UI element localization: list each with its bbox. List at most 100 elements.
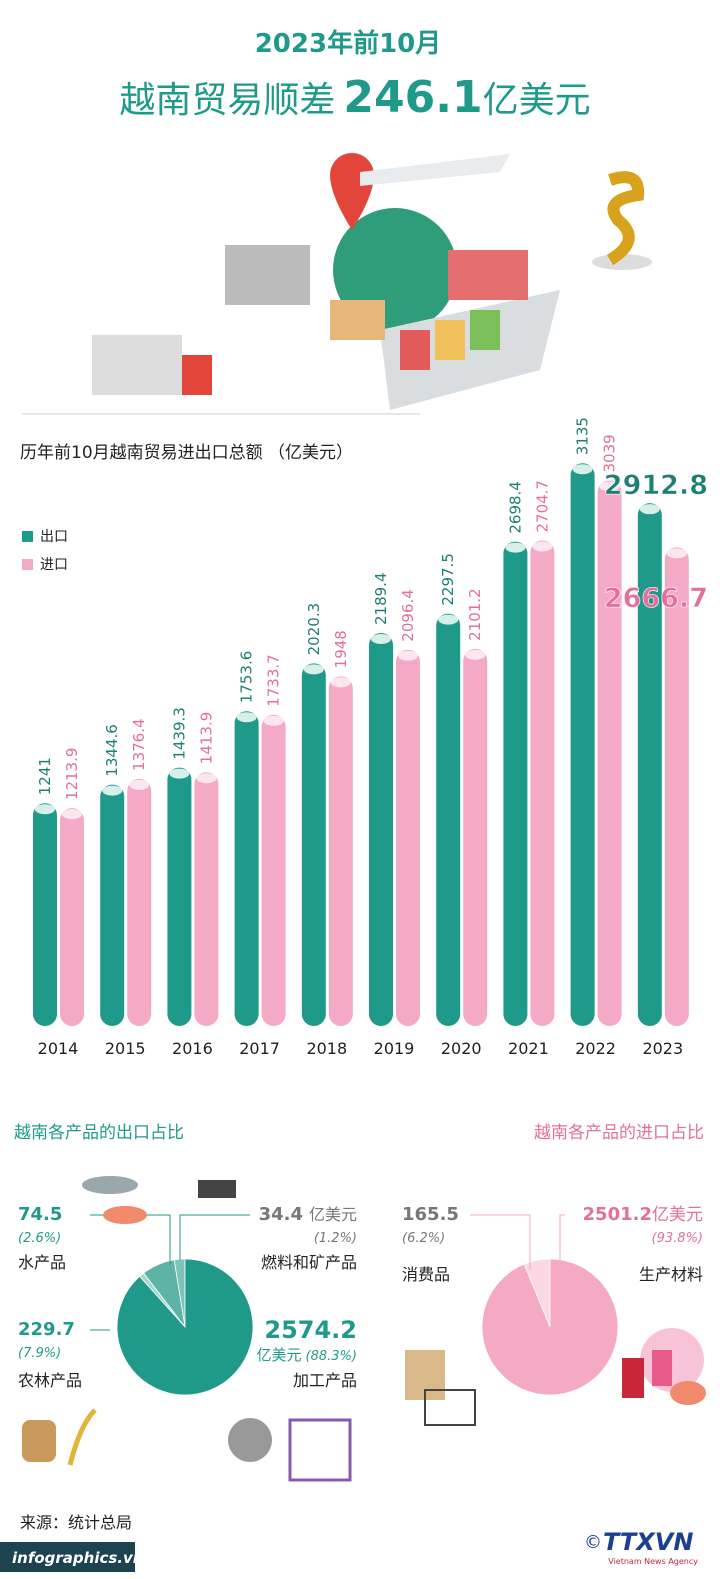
bar-cap bbox=[62, 809, 82, 820]
leader-line bbox=[559, 1214, 565, 1275]
slice-name: 农林产品 bbox=[18, 1371, 82, 1390]
headline-text: 越南贸易顺差 bbox=[119, 80, 335, 121]
thread-icon bbox=[652, 1350, 672, 1386]
slice-unit: 亿美元 bbox=[257, 1346, 302, 1364]
salmon-icon bbox=[103, 1206, 147, 1224]
copyright: © bbox=[584, 1532, 602, 1553]
leader-line bbox=[179, 1214, 250, 1260]
pie-slice bbox=[481, 1258, 619, 1396]
bar-cap bbox=[196, 773, 217, 784]
slice-value: 2574.2 bbox=[264, 1316, 357, 1344]
slice-value-number: 2501.2 bbox=[583, 1204, 652, 1225]
boxes bbox=[330, 300, 385, 340]
export-pie bbox=[116, 1258, 254, 1396]
bar-cap bbox=[599, 481, 620, 492]
bar-cap bbox=[398, 650, 418, 661]
value-label: 2698.4 bbox=[506, 481, 524, 534]
value-label: 2101.2 bbox=[466, 588, 484, 641]
headline-unit: 亿美元 bbox=[483, 80, 591, 121]
bar bbox=[396, 649, 420, 1026]
coal-cart-icon bbox=[198, 1180, 236, 1198]
value-label: 1753.6 bbox=[238, 651, 256, 704]
slice-value: 74.5 bbox=[18, 1204, 62, 1225]
slice-unit-percent: 亿美元 (88.3%) bbox=[257, 1346, 357, 1364]
pie-title: 越南各产品的出口占比 bbox=[14, 1123, 184, 1143]
slice-value: 229.7 bbox=[18, 1319, 75, 1340]
pie-title: 越南各产品的进口占比 bbox=[534, 1123, 704, 1143]
bar-cap bbox=[371, 634, 391, 645]
value-label: 2297.5 bbox=[439, 553, 457, 606]
bar-cap bbox=[465, 649, 486, 660]
value-label: 2912.8 bbox=[604, 470, 708, 501]
bar bbox=[570, 463, 595, 1027]
slice-name: 消费品 bbox=[402, 1265, 450, 1284]
value-label: 1733.7 bbox=[265, 654, 283, 707]
slice-percent: (6.2%) bbox=[402, 1231, 445, 1246]
thread-icon bbox=[670, 1381, 706, 1405]
bar bbox=[436, 613, 461, 1026]
title: 2023年前10月 bbox=[255, 28, 442, 59]
x-tick-label: 2018 bbox=[306, 1039, 347, 1058]
slice-name: 生产材料 bbox=[639, 1265, 703, 1284]
legend-swatch bbox=[22, 559, 33, 570]
dollar-icon bbox=[606, 171, 645, 266]
bar-cap bbox=[532, 541, 553, 552]
value-label: 2096.4 bbox=[399, 589, 417, 642]
source: 来源：统计总局 bbox=[20, 1513, 132, 1532]
leader-line bbox=[470, 1214, 531, 1270]
headline-value: 246.1 bbox=[343, 72, 482, 123]
legend-label: 进口 bbox=[40, 557, 68, 573]
value-label: 3135 bbox=[574, 417, 592, 455]
slice-value: 2501.2亿美元 bbox=[583, 1204, 703, 1225]
bar-cap bbox=[35, 804, 55, 815]
bar bbox=[261, 714, 286, 1026]
pie-slice bbox=[116, 1258, 254, 1396]
x-tick-label: 2021 bbox=[508, 1039, 549, 1058]
chart-title: 历年前10月越南贸易进出口总额 （亿美元） bbox=[20, 443, 353, 463]
container bbox=[470, 310, 500, 350]
bar bbox=[328, 676, 353, 1026]
value-label: 1413.9 bbox=[197, 712, 215, 765]
truck-cab bbox=[182, 355, 212, 395]
bar-cap bbox=[505, 542, 526, 553]
bar-cap bbox=[303, 664, 324, 675]
value-label: 1344.6 bbox=[103, 724, 121, 777]
slice-name: 加工产品 bbox=[293, 1371, 357, 1390]
slice-value-number: 34.4 bbox=[259, 1204, 303, 1225]
slice-value: 34.4 亿美元 bbox=[259, 1204, 357, 1225]
bar-cap bbox=[330, 677, 351, 688]
slice-percent: (7.9%) bbox=[18, 1346, 61, 1361]
bar bbox=[530, 540, 555, 1026]
thread-icon bbox=[622, 1358, 644, 1398]
bar bbox=[33, 803, 57, 1026]
x-tick-label: 2016 bbox=[172, 1039, 213, 1058]
bar bbox=[664, 547, 689, 1026]
rice-icon bbox=[67, 1408, 97, 1466]
value-label: 1213.9 bbox=[63, 748, 81, 801]
footer-band bbox=[0, 1542, 135, 1572]
value-label: 2189.4 bbox=[372, 573, 390, 626]
slice-name: 水产品 bbox=[18, 1253, 66, 1272]
value-label: 3039 bbox=[601, 434, 619, 472]
x-tick-label: 2017 bbox=[239, 1039, 280, 1058]
bar bbox=[597, 480, 622, 1026]
bar bbox=[100, 784, 125, 1026]
x-tick-label: 2020 bbox=[441, 1039, 482, 1058]
bar bbox=[60, 808, 84, 1026]
value-label: 1948 bbox=[332, 630, 350, 668]
bar-cap bbox=[169, 768, 190, 779]
slice-name: 燃料和矿产品 bbox=[261, 1253, 357, 1272]
bar bbox=[194, 772, 219, 1026]
bar-cap bbox=[263, 715, 284, 726]
illustration bbox=[22, 153, 652, 415]
bar-cap bbox=[639, 504, 660, 515]
factory-icon bbox=[288, 1418, 352, 1482]
bar bbox=[127, 778, 152, 1026]
bar-cap bbox=[102, 785, 123, 796]
agency: Vietnam News Agency bbox=[608, 1557, 698, 1566]
bar-cap bbox=[666, 548, 687, 559]
import-pie bbox=[481, 1258, 619, 1396]
wood-icon bbox=[22, 1420, 56, 1462]
truck bbox=[92, 335, 182, 395]
value-label: 2704.7 bbox=[533, 480, 551, 533]
